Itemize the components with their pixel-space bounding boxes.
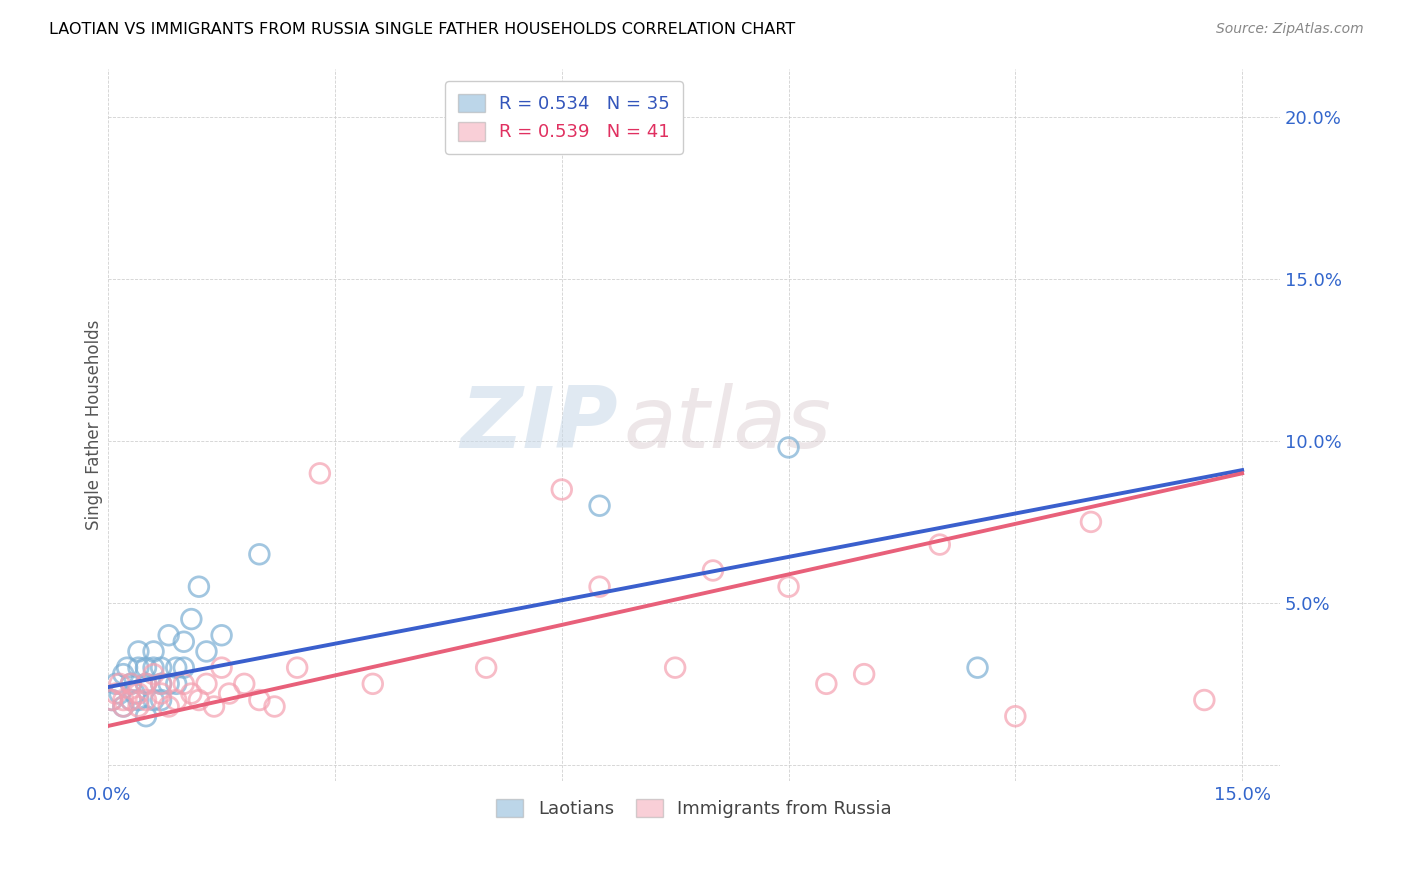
Text: ZIP: ZIP — [460, 384, 617, 467]
Point — [165, 693, 187, 707]
Point — [135, 660, 157, 674]
Point — [853, 667, 876, 681]
Point — [187, 693, 209, 707]
Point — [173, 660, 195, 674]
Point — [157, 699, 180, 714]
Point — [135, 709, 157, 723]
Point — [112, 699, 135, 714]
Point — [150, 693, 173, 707]
Point — [127, 644, 149, 658]
Point — [101, 693, 124, 707]
Point — [142, 693, 165, 707]
Point — [187, 580, 209, 594]
Point — [815, 677, 838, 691]
Point — [127, 660, 149, 674]
Point — [928, 538, 950, 552]
Point — [966, 660, 988, 674]
Point — [142, 660, 165, 674]
Point — [211, 660, 233, 674]
Point — [112, 699, 135, 714]
Text: atlas: atlas — [624, 384, 832, 467]
Point — [263, 699, 285, 714]
Point — [150, 677, 173, 691]
Point — [150, 677, 173, 691]
Point — [180, 612, 202, 626]
Point — [127, 699, 149, 714]
Point — [127, 687, 149, 701]
Point — [142, 667, 165, 681]
Y-axis label: Single Father Households: Single Father Households — [86, 319, 103, 530]
Text: LAOTIAN VS IMMIGRANTS FROM RUSSIA SINGLE FATHER HOUSEHOLDS CORRELATION CHART: LAOTIAN VS IMMIGRANTS FROM RUSSIA SINGLE… — [49, 22, 796, 37]
Point — [165, 677, 187, 691]
Point — [180, 687, 202, 701]
Point — [247, 693, 270, 707]
Point — [104, 677, 127, 691]
Point — [150, 660, 173, 674]
Point — [218, 687, 240, 701]
Point — [195, 644, 218, 658]
Point — [135, 677, 157, 691]
Point — [157, 677, 180, 691]
Point — [165, 660, 187, 674]
Point — [664, 660, 686, 674]
Point — [195, 677, 218, 691]
Point — [475, 660, 498, 674]
Point — [115, 660, 138, 674]
Point — [173, 634, 195, 648]
Point — [108, 687, 131, 701]
Point — [120, 677, 142, 691]
Point — [157, 628, 180, 642]
Point — [1194, 693, 1216, 707]
Point — [778, 580, 800, 594]
Point — [101, 693, 124, 707]
Point — [588, 580, 610, 594]
Point — [551, 483, 574, 497]
Point — [135, 677, 157, 691]
Point — [1004, 709, 1026, 723]
Point — [112, 693, 135, 707]
Point — [233, 677, 256, 691]
Point — [202, 699, 225, 714]
Point — [588, 499, 610, 513]
Point — [150, 687, 173, 701]
Point — [211, 628, 233, 642]
Point — [308, 467, 330, 481]
Point — [135, 693, 157, 707]
Legend: Laotians, Immigrants from Russia: Laotians, Immigrants from Russia — [489, 791, 898, 825]
Point — [702, 564, 724, 578]
Point — [173, 677, 195, 691]
Point — [124, 687, 146, 701]
Point — [778, 441, 800, 455]
Point — [285, 660, 308, 674]
Point — [112, 667, 135, 681]
Text: Source: ZipAtlas.com: Source: ZipAtlas.com — [1216, 22, 1364, 37]
Point — [1080, 515, 1102, 529]
Point — [247, 547, 270, 561]
Point — [104, 687, 127, 701]
Point — [108, 677, 131, 691]
Point — [120, 693, 142, 707]
Point — [127, 693, 149, 707]
Point — [120, 677, 142, 691]
Point — [142, 644, 165, 658]
Point — [361, 677, 384, 691]
Point — [120, 693, 142, 707]
